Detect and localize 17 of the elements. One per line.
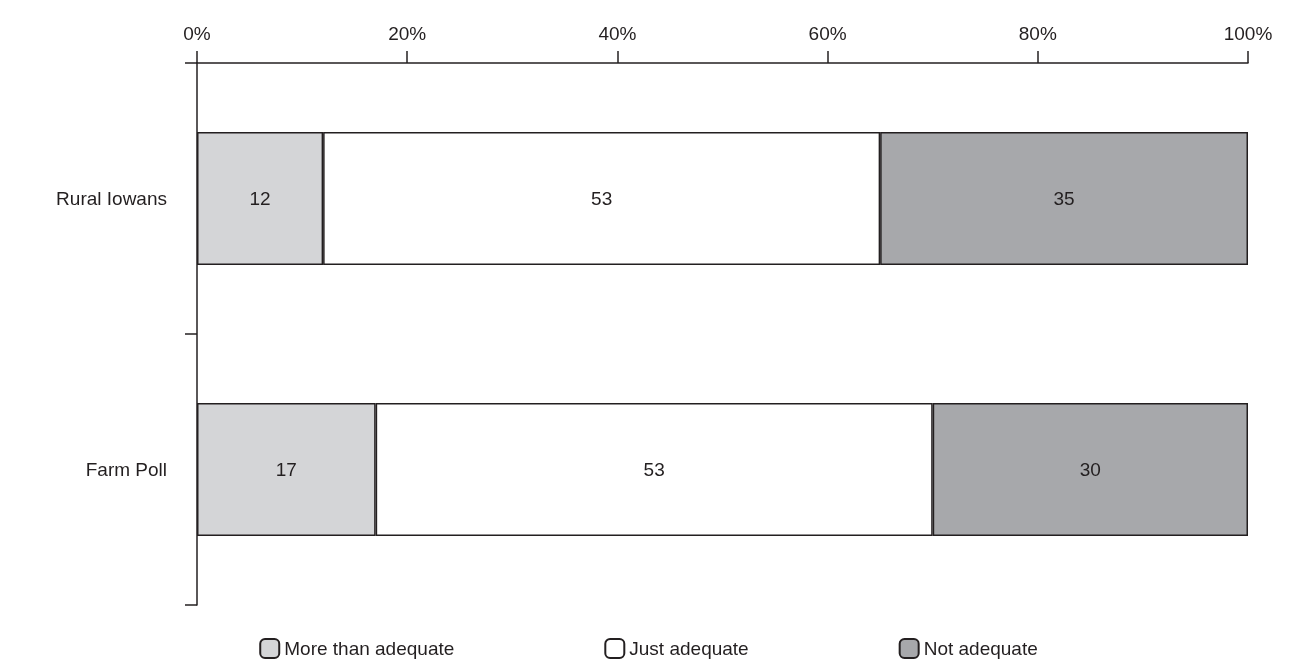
x-tick-label: 100% [1223,23,1273,44]
x-tick-label: 60% [808,23,847,44]
data-label: 35 [1053,188,1075,209]
data-label: 53 [591,188,613,209]
x-tick-label: 0% [183,23,211,44]
x-tick-label: 20% [388,23,427,44]
data-label: 30 [1079,459,1101,480]
data-label: 53 [643,459,665,480]
x-tick-label: 80% [1018,23,1057,44]
x-tick-label: 40% [598,23,637,44]
y-tick-label: Rural Iowans [56,188,167,209]
legend-label: Just adequate [629,638,749,659]
data-label: 12 [249,188,271,209]
legend-label: More than adequate [284,638,455,659]
data-label: 17 [275,459,297,480]
legend-label: Not adequate [923,638,1038,659]
y-tick-label: Farm Poll [85,459,167,480]
